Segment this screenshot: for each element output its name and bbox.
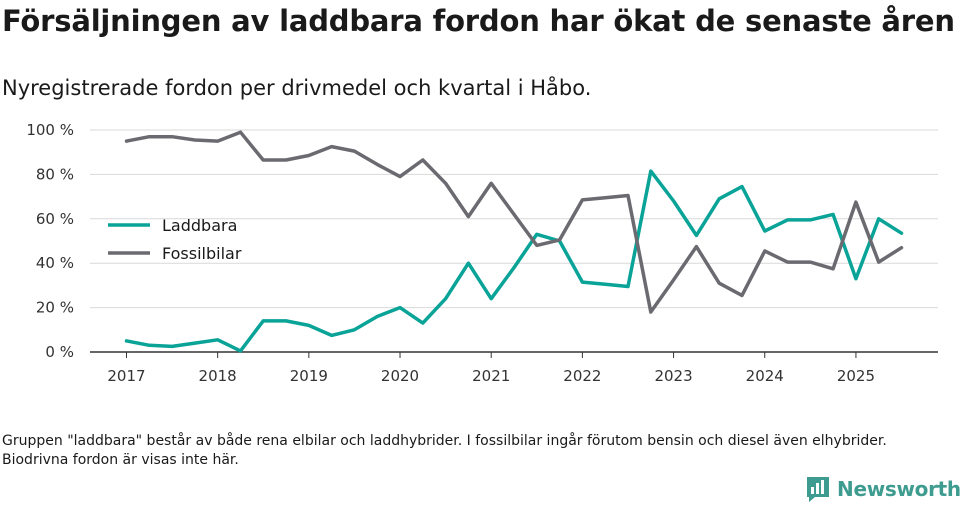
series-lines	[124, 130, 904, 353]
y-tick-label: 20 %	[36, 299, 74, 317]
line-chart: 0 % 20 % 40 % 60 % 80 % 100 % 2017 2018 2019 202…	[26, 121, 938, 385]
y-tick-label: 80 %	[36, 165, 74, 183]
x-tick-label: 2020	[381, 367, 419, 385]
newsworthy-logo-icon	[807, 477, 829, 502]
x-tick-label: 2021	[472, 367, 510, 385]
brand-logo: Newsworthy	[805, 474, 960, 504]
x-tick-label: 2017	[107, 367, 145, 385]
y-axis-ticks: 0 % 20 % 40 % 60 % 80 % 100 %	[26, 121, 74, 361]
y-tick-label: 60 %	[36, 210, 74, 228]
chart-subtitle: Nyregistrerade fordon per drivmedel och …	[2, 76, 592, 100]
x-tick-label: 2019	[290, 367, 328, 385]
x-tick-label: 2022	[563, 367, 601, 385]
y-tick-label: 0 %	[45, 343, 74, 361]
x-tick-label: 2023	[654, 367, 692, 385]
x-axis-ticks: 2017 2018 2019 2020 2021 2022 2023 2024 2025	[107, 352, 875, 385]
legend: Laddbara Fossilbilar	[108, 216, 242, 263]
series-line-laddbara	[124, 169, 904, 353]
series-line-fossilbilar	[124, 130, 904, 314]
y-tick-label: 100 %	[26, 121, 74, 139]
footnote: Gruppen "laddbara" består av både rena e…	[2, 433, 887, 468]
legend-label-fossilbilar: Fossilbilar	[162, 244, 242, 263]
x-tick-label: 2024	[746, 367, 784, 385]
chart-title: Försäljningen av laddbara fordon har öka…	[2, 4, 955, 38]
y-tick-label: 40 %	[36, 254, 74, 272]
x-tick-label: 2018	[199, 367, 237, 385]
brand-name: Newsworthy	[837, 477, 960, 501]
legend-label-laddbara: Laddbara	[162, 216, 237, 235]
x-tick-label: 2025	[837, 367, 875, 385]
